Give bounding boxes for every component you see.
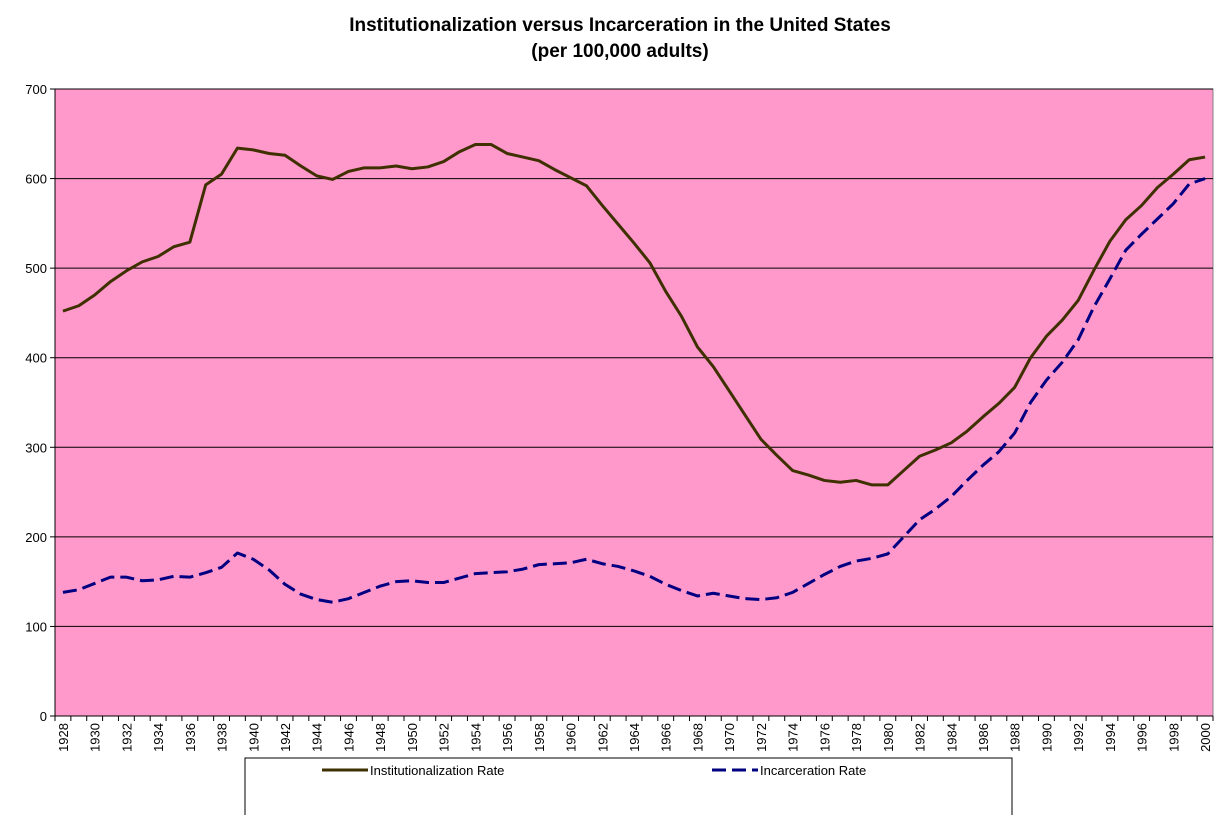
y-tick-label: 400: [25, 351, 47, 366]
x-tick-label: 1958: [532, 723, 547, 752]
x-tick-label: 1930: [88, 723, 103, 752]
x-tick-label: 1946: [341, 723, 356, 752]
x-tick-label: 1966: [659, 723, 674, 752]
x-tick-label: 1942: [278, 723, 293, 752]
x-tick-label: 1948: [373, 723, 388, 752]
y-tick-label: 500: [25, 261, 47, 276]
x-tick-label: 1998: [1166, 723, 1181, 752]
legend-box: [244, 757, 1013, 815]
x-tick-label: 1970: [722, 723, 737, 752]
x-tick-label: 1944: [310, 723, 325, 752]
x-tick-label: 1992: [1071, 723, 1086, 752]
data-line: [62, 143, 1206, 487]
x-tick-label: 1952: [437, 723, 452, 752]
y-tick-label: 300: [25, 440, 47, 455]
x-tick-label: 1976: [817, 723, 832, 752]
x-tick-label: 1936: [183, 723, 198, 752]
chart-subtitle: (per 100,000 adults): [531, 41, 708, 62]
legend-label: Institutionalization Rate: [370, 763, 504, 778]
x-tick-label: 1940: [246, 723, 261, 752]
x-tick-label: 1956: [500, 723, 515, 752]
x-tick-label: 1986: [976, 723, 991, 752]
chart-title: Institutionalization versus Incarceratio…: [349, 15, 891, 36]
x-tick-label: 1932: [119, 723, 134, 752]
x-tick-label: 1994: [1103, 723, 1118, 752]
x-tick-label: 1934: [151, 723, 166, 752]
x-tick-label: 1938: [215, 723, 230, 752]
x-tick-label: 1996: [1135, 723, 1150, 752]
x-tick-label: 1974: [786, 723, 801, 752]
plot-area: [54, 88, 1214, 717]
y-tick-label: 600: [25, 172, 47, 187]
x-tick-label: 1950: [405, 723, 420, 752]
x-tick-label: 1972: [754, 723, 769, 752]
x-tick-label: 1982: [913, 723, 928, 752]
y-tick-label: 100: [25, 619, 47, 634]
x-tick-label: 1962: [595, 723, 610, 752]
x-tick-label: 1984: [944, 723, 959, 752]
x-tick-label: 1964: [627, 723, 642, 752]
y-tick-label: 200: [25, 530, 47, 545]
x-tick-label: 2000: [1198, 723, 1213, 752]
x-tick-label: 1968: [690, 723, 705, 752]
legend-label: Incarceration Rate: [760, 763, 866, 778]
y-tick-label: 0: [40, 709, 47, 724]
x-tick-label: 1990: [1039, 723, 1054, 752]
x-tick-label: 1988: [1008, 723, 1023, 752]
x-tick-label: 1960: [564, 723, 579, 752]
y-tick-label: 700: [25, 82, 47, 97]
x-tick-label: 1928: [56, 723, 71, 752]
x-tick-label: 1954: [468, 723, 483, 752]
x-tick-label: 1978: [849, 723, 864, 752]
data-line: [62, 177, 1206, 604]
x-tick-label: 1980: [881, 723, 896, 752]
